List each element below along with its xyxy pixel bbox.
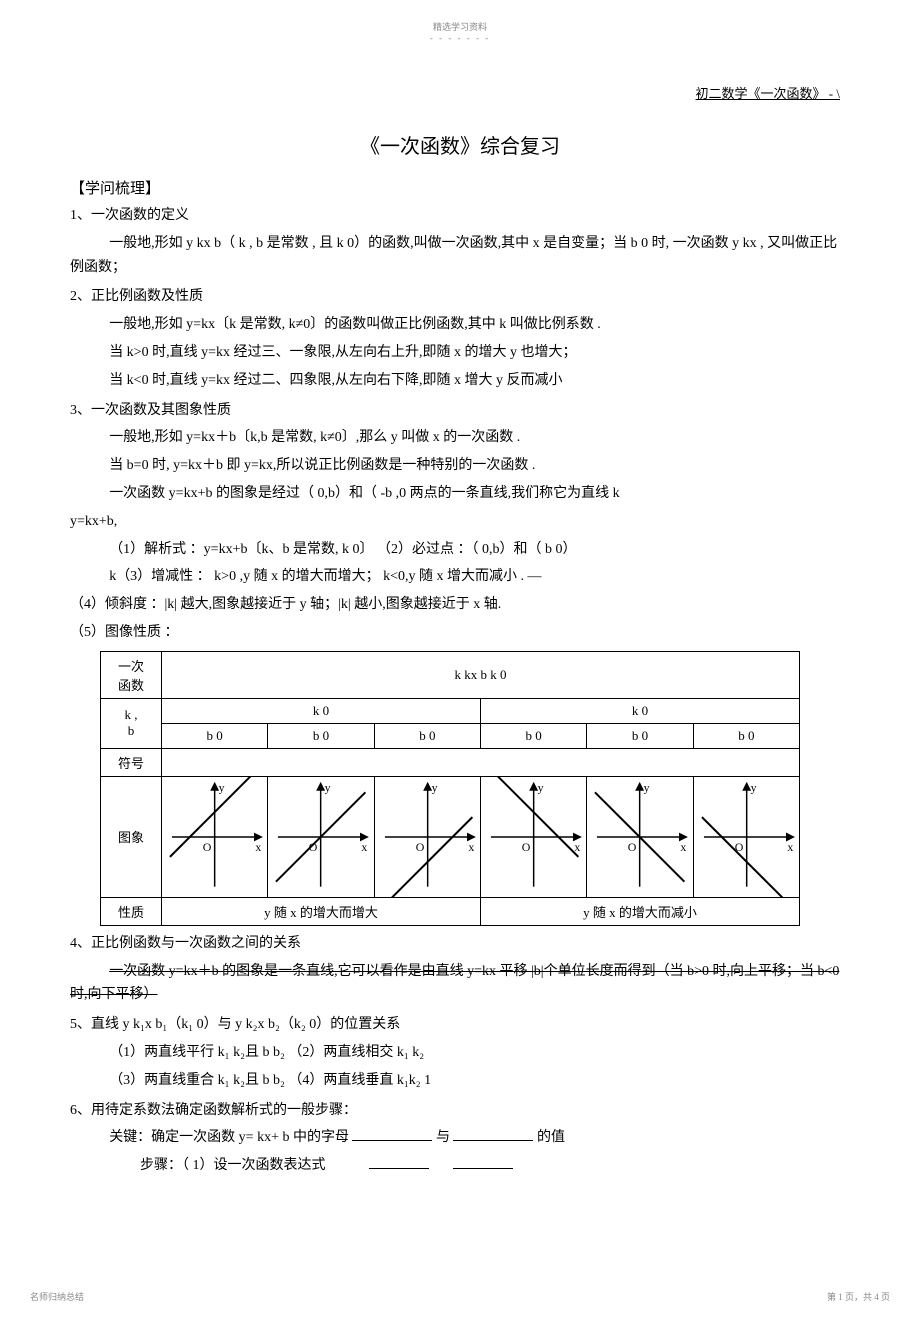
s3-p2: 当 b=0 时, y=kx＋b 即 y=kx,所以说正比例函数是一种特别的一次函… bbox=[70, 454, 850, 478]
svg-text:y: y bbox=[325, 780, 331, 794]
blank-2 bbox=[453, 1126, 533, 1141]
graph-cell-5: y x O bbox=[693, 776, 799, 897]
func-label: 一次 函数 bbox=[101, 651, 162, 698]
s3-p3: 一次函数 y=kx+b 的图象是经过（ 0,b）和（ -b ,0 两点的一条直线… bbox=[70, 482, 850, 506]
svg-text:x: x bbox=[574, 840, 580, 854]
svg-text:O: O bbox=[203, 840, 212, 854]
svg-text:y: y bbox=[431, 780, 437, 794]
s3-p7: （5）图像性质 ： bbox=[70, 621, 850, 645]
b-header-3: b 0 bbox=[480, 723, 586, 748]
s6-p2-text: 步骤：（ 1）设一次函数表达式 bbox=[140, 1158, 326, 1173]
s2-p3: 当 k<0 时,直线 y=kx 经过二、四象限,从左向右下降,即随 x 增大 y… bbox=[70, 369, 850, 393]
svg-text:O: O bbox=[522, 840, 531, 854]
prop-pos: y 随 x 的增大而增大 bbox=[162, 897, 481, 925]
b-headers-row: b 0b 0b 0b 0b 0b 0 bbox=[101, 723, 800, 748]
graph-cell-0: y x O bbox=[162, 776, 268, 897]
svg-text:O: O bbox=[628, 840, 637, 854]
svg-text:y: y bbox=[644, 780, 650, 794]
graph-cell-2: y x O bbox=[374, 776, 480, 897]
prop-neg: y 随 x 的增大而减小 bbox=[480, 897, 799, 925]
prop-label: 性质 bbox=[101, 897, 162, 925]
s3-p3b: y=kx+b, bbox=[70, 510, 850, 534]
s4-head: 4、正比例函数与一次函数之间的关系 bbox=[70, 932, 850, 956]
s1-p1: 一般地,形如 y kx b（ k , b 是常数 , 且 k 0）的函数,叫做一… bbox=[70, 232, 850, 280]
s3-p6: （4）倾斜度 ：|k| 越大,图象越接近于 y 轴；|k| 越小,图象越接近于 … bbox=[70, 593, 850, 617]
s3-head: 3、一次函数及其图象性质 bbox=[70, 399, 850, 423]
b-header-5: b 0 bbox=[693, 723, 799, 748]
b-header-0: b 0 bbox=[162, 723, 268, 748]
svg-text:x: x bbox=[681, 840, 687, 854]
s6-p1-a: 关键：确定一次函数 y= kx+ b 中的字母 bbox=[109, 1130, 349, 1145]
page-title: 《一次函数》综合复习 bbox=[70, 130, 850, 159]
s6-p1: 关键：确定一次函数 y= kx+ b 中的字母 与 的值 bbox=[70, 1126, 850, 1150]
blank-4 bbox=[453, 1154, 513, 1169]
kb-label: k , b bbox=[101, 698, 162, 748]
svg-text:O: O bbox=[734, 840, 743, 854]
svg-text:O: O bbox=[415, 840, 424, 854]
s3-p1: 一般地,形如 y=kx＋b〔k,b 是常数, k≠0〕,那么 y 叫做 x 的一… bbox=[70, 426, 850, 450]
s6-p1-b: 与 bbox=[436, 1130, 450, 1145]
svg-text:y: y bbox=[219, 780, 225, 794]
s5-p1: （1）两直线平行 k₁ k₂且 b b₂ （2）两直线相交 k₁ k₂ bbox=[70, 1041, 850, 1065]
s5-head: 5、直线 y k₁x b₁（k₁ 0）与 y k₂x b₂（k₂ 0）的位置关系 bbox=[70, 1013, 850, 1037]
graph-label: 图象 bbox=[101, 776, 162, 897]
svg-text:x: x bbox=[787, 840, 793, 854]
watermark-dashes: - - - - - - - bbox=[70, 33, 850, 43]
b-header-1: b 0 bbox=[268, 723, 374, 748]
footer-left: 名师归纳总结 bbox=[30, 1290, 84, 1303]
graph-row: 图象 y x Oy x Oy x Oy x Oy x Oy x O bbox=[101, 776, 800, 897]
footer-right: 第 1 页，共 4 页 bbox=[827, 1290, 890, 1303]
graph-cell-4: y x O bbox=[587, 776, 693, 897]
blank-1 bbox=[352, 1126, 432, 1141]
k-pos: k 0 bbox=[162, 698, 481, 723]
b-header-2: b 0 bbox=[374, 723, 480, 748]
svg-text:x: x bbox=[255, 840, 261, 854]
property-table: 一次 函数 k kx b k 0 k , b k 0 k 0 b 0b 0b 0… bbox=[100, 651, 800, 926]
s6-p2: 步骤：（ 1）设一次函数表达式 bbox=[70, 1154, 850, 1178]
svg-text:O: O bbox=[309, 840, 318, 854]
graph-cell-3: y x O bbox=[480, 776, 586, 897]
s1-head: 1、一次函数的定义 bbox=[70, 204, 850, 228]
s2-head: 2、正比例函数及性质 bbox=[70, 285, 850, 309]
k-neg: k 0 bbox=[480, 698, 799, 723]
s2-p2: 当 k>0 时,直线 y=kx 经过三、一象限,从左向右上升,即随 x 的增大 … bbox=[70, 341, 850, 365]
s3-p4: （1）解析式 ：y=kx+b〔k、b 是常数, k 0〕 （2）必过点 ：（ 0… bbox=[70, 538, 850, 562]
watermark-top: 精选学习资料 bbox=[70, 20, 850, 33]
s4-p1: 一次函数 y=kx＋b 的图象是一条直线,它可以看作是由直线 y=kx 平移 |… bbox=[70, 964, 839, 1003]
header-right: 初二数学《一次函数》 - \ bbox=[70, 83, 850, 102]
svg-text:x: x bbox=[468, 840, 474, 854]
s6-head: 6、用待定系数法确定函数解析式的一般步骤： bbox=[70, 1099, 850, 1123]
s2-p1: 一般地,形如 y=kx〔k 是常数, k≠0〕的函数叫做正比例函数,其中 k 叫… bbox=[70, 313, 850, 337]
graph-cell-1: y x O bbox=[268, 776, 374, 897]
b-header-4: b 0 bbox=[587, 723, 693, 748]
func-expr: k kx b k 0 bbox=[162, 651, 800, 698]
blank-3 bbox=[369, 1154, 429, 1169]
svg-text:y: y bbox=[538, 780, 544, 794]
s5-p2: （3）两直线重合 k₁ k₂且 b b₂ （4）两直线垂直 k₁k₂ 1 bbox=[70, 1069, 850, 1093]
s6-p1-c: 的值 bbox=[537, 1130, 565, 1145]
svg-text:y: y bbox=[750, 780, 756, 794]
outline-head: 【学问梳理】 bbox=[70, 177, 850, 198]
s3-p5: k（3）增减性 ： k>0 ,y 随 x 的增大而增大； k<0,y 随 x 增… bbox=[70, 565, 850, 589]
sign-label: 符号 bbox=[101, 748, 162, 776]
svg-text:x: x bbox=[362, 840, 368, 854]
